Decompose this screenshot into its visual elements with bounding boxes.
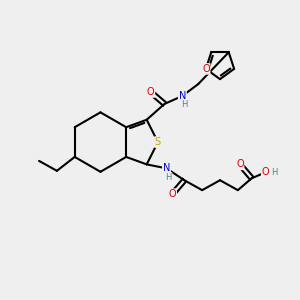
Text: H: H [271, 168, 278, 177]
Text: S: S [155, 137, 161, 147]
Text: N: N [179, 91, 186, 101]
Text: O: O [169, 189, 176, 199]
Text: H: H [165, 173, 172, 182]
Text: O: O [262, 167, 269, 177]
Text: O: O [147, 87, 154, 97]
Text: H: H [181, 100, 188, 109]
Text: N: N [163, 164, 170, 173]
Text: O: O [236, 159, 244, 170]
Text: O: O [202, 64, 210, 74]
